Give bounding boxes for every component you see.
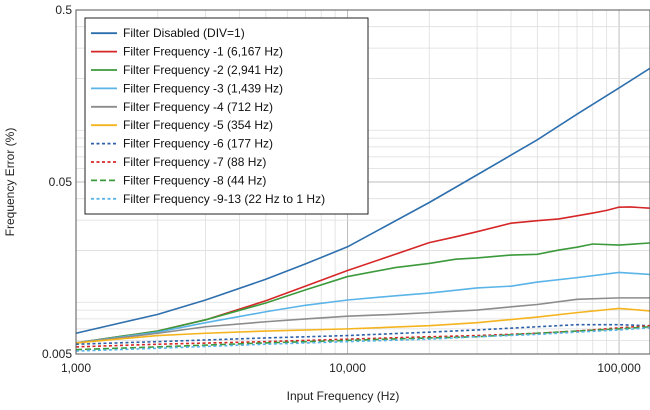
- y-tick-label: 0.5: [55, 3, 72, 17]
- legend-label: Filter Frequency -5 (354 Hz): [123, 118, 273, 132]
- series-line-5: [75, 297, 650, 344]
- legend-label: Filter Frequency -2 (2,941 Hz): [123, 63, 283, 77]
- series-line-3: [75, 242, 650, 344]
- series-layer: [75, 67, 650, 352]
- series-line-4: [75, 271, 650, 344]
- legend-label: Filter Frequency -1 (6,167 Hz): [123, 45, 283, 59]
- series-line-2: [75, 206, 650, 344]
- legend-label: Filter Frequency -8 (44 Hz): [123, 173, 266, 187]
- y-axis-label: Frequency Error (%): [3, 128, 17, 237]
- y-tick-label: 0.005: [42, 347, 72, 361]
- plot-frame: [75, 9, 650, 355]
- legend-label: Filter Disabled (DIV=1): [123, 26, 245, 40]
- legend: Filter Disabled (DIV=1) Filter Frequency …: [84, 17, 369, 215]
- legend-label: Filter Frequency -4 (712 Hz): [123, 100, 273, 114]
- legend-label: Filter Frequency -6 (177 Hz): [123, 137, 273, 151]
- series-line-1: [75, 67, 650, 335]
- legend-label: Filter Frequency -7 (88 Hz): [123, 155, 266, 169]
- tick-labels: 1,000 10,000 100,000 0.005 0.05 0.5: [42, 3, 641, 375]
- series-line-9: [75, 325, 650, 351]
- y-tick-label: 0.05: [49, 175, 73, 189]
- legend-label: Filter Frequency -3 (1,439 Hz): [123, 81, 283, 95]
- series-line-6: [75, 307, 650, 344]
- x-tick-label: 100,000: [597, 361, 641, 375]
- x-tick-label: 10,000: [329, 361, 366, 375]
- legend-box: [84, 17, 369, 215]
- x-axis-label: Input Frequency (Hz): [287, 389, 400, 403]
- x-tick-label: 1,000: [61, 361, 91, 375]
- legend-label: Filter Frequency -9-13 (22 Hz to 1 Hz): [123, 192, 325, 206]
